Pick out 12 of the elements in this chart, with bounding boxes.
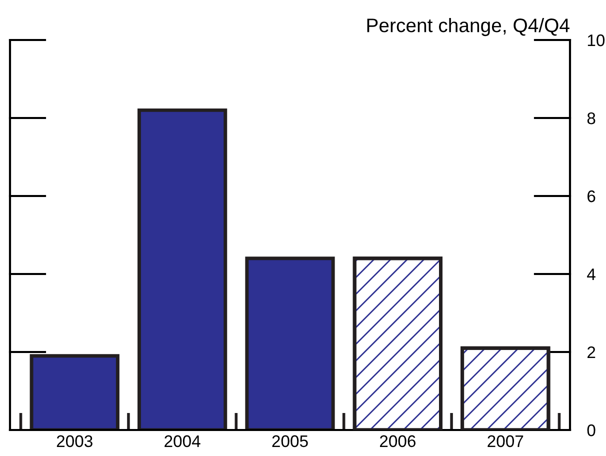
- y-tick-label: 8: [587, 112, 596, 124]
- x-tick-label: 2003: [56, 435, 92, 448]
- y-tick-label: 0: [587, 424, 596, 436]
- x-tick-label: 2006: [380, 435, 416, 448]
- y-tick-label: 2: [588, 346, 596, 358]
- chart-title: Percent change, Q4/Q4: [367, 18, 570, 36]
- y-tick-label: 4: [587, 268, 596, 280]
- x-tick-label: 2007: [488, 435, 524, 448]
- x-tick-label: 2005: [272, 435, 308, 448]
- x-tick-label: 2004: [164, 435, 200, 448]
- y-tick-label: 6: [588, 190, 596, 202]
- y-tick-label: 10: [588, 34, 605, 46]
